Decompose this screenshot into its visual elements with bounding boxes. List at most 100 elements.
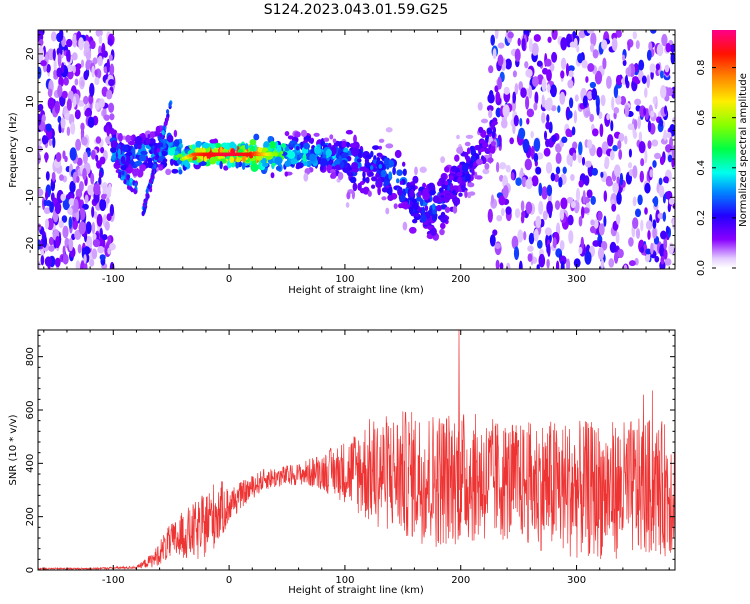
spectrogram-y-tick-label: 20 [25,48,36,61]
spectrogram-cell [372,145,380,150]
spectrogram-cell [351,161,359,170]
spectrogram-cell [499,162,507,170]
snr-x-tick-label: 200 [451,575,470,586]
spectrogram-cell [608,258,615,268]
spectrogram-cell [274,156,283,166]
spectrogram-cell [613,85,619,99]
spectrogram-cell [518,260,523,269]
spectrogram-cell [469,160,474,169]
spectrogram-cell [376,157,381,162]
spectrogram-cell [560,260,565,269]
spectrogram-cell [554,173,560,183]
spectrogram-cell [59,30,64,41]
spectrogram-cell [375,173,380,178]
spectrogram-cell [101,234,108,241]
spectrogram-cell [573,258,581,268]
snr-x-tick-label: 300 [567,575,586,586]
spectrogram-cell [385,143,394,149]
spectrogram-cell [652,160,657,168]
spectrogram-cell [47,88,53,98]
spectrogram-cell [72,34,78,48]
spectrogram-cell [121,144,129,152]
spectrogram-y-tick-label: 0 [25,146,36,152]
spectrogram-cell [309,153,316,162]
spectrogram-cell [485,134,489,140]
spectrogram-cell [566,258,571,269]
spectrogram-y-tick-label: -20 [25,237,36,253]
spectrogram-cell [602,57,607,70]
spectrogram-cell [672,218,675,230]
spectrogram-cell [376,152,383,157]
spectrogram-cell [91,206,95,218]
spectrogram-cell [562,166,567,174]
spectrogram-cell [51,171,56,182]
spectrogram-cell [578,179,584,188]
spectrogram-cell [474,171,478,180]
spectrogram-cell [163,138,167,144]
spectrogram-cell [661,33,668,47]
spectrogram-cell [365,176,370,184]
spectrogram-cell [512,91,517,104]
spectrogram-cell [99,254,106,261]
spectrogram-cell [76,157,83,166]
spectrogram-cell [438,187,444,193]
spectrogram-cell [55,152,62,163]
spectrogram-cell [524,158,532,171]
spectrogram-cell [458,192,463,197]
spectrogram-cell [356,158,362,163]
spectrogram-cell [155,125,161,135]
spectrogram-cell [590,32,597,47]
spectrogram-cell [97,55,103,67]
spectrogram-cell [44,218,49,230]
spectrogram-cell [484,163,490,170]
spectrogram-cell [444,206,451,213]
spectrogram-cell [90,172,95,185]
spectrogram-cell [145,138,151,144]
spectrogram-cell [106,89,113,100]
spectrogram-cell [590,219,595,226]
spectrogram-cell [139,164,146,172]
spectrogram-cell [490,122,495,130]
spectrogram-cell [440,211,446,218]
spectrogram-cell [572,152,577,161]
spectrogram-cell [370,176,378,182]
spectrogram-cell [93,211,98,220]
spectrogram-cell [45,123,52,132]
spectrogram-cell [489,234,496,247]
spectrogram-cell [331,172,337,179]
spectrogram-cell [589,113,595,123]
spectrogram-cell [62,245,66,257]
spectrogram-cell [536,60,543,67]
spectrogram-cell [559,255,567,265]
spectrogram-cell [48,245,55,252]
spectrogram-cell [370,165,374,171]
spectrogram-cell [482,168,490,175]
spectrogram-cell [109,63,115,76]
spectrogram-cell [585,110,591,117]
spectrogram-cell [338,155,343,162]
spectrogram-cell [582,95,588,108]
spectrogram-cell [666,131,672,139]
spectrogram-cell [75,260,81,269]
spectrogram-cell [84,194,89,204]
spectrogram-cell [66,126,71,136]
spectrogram-cell [107,247,111,255]
spectrogram-cell [99,156,106,165]
spectrogram-cell [571,126,576,136]
spectrogram-cell [546,114,550,123]
spectrogram-cell [664,105,668,115]
spectrogram-cell [521,37,526,51]
spectrogram-cell [495,107,502,118]
spectrogram-cell [300,129,308,138]
spectrogram-cell [617,248,624,259]
spectrogram-cell [195,140,203,148]
spectrogram-cell [647,230,651,240]
spectrogram-cell [522,138,530,151]
spectrogram-cell [325,148,332,158]
spectrogram-cell [650,110,655,118]
spectrogram-cell [486,127,493,135]
spectrogram-cell [106,58,110,73]
spectrogram-cell [594,70,603,85]
spectrogram-cell [128,140,136,146]
spectrogram-cell [295,162,304,169]
